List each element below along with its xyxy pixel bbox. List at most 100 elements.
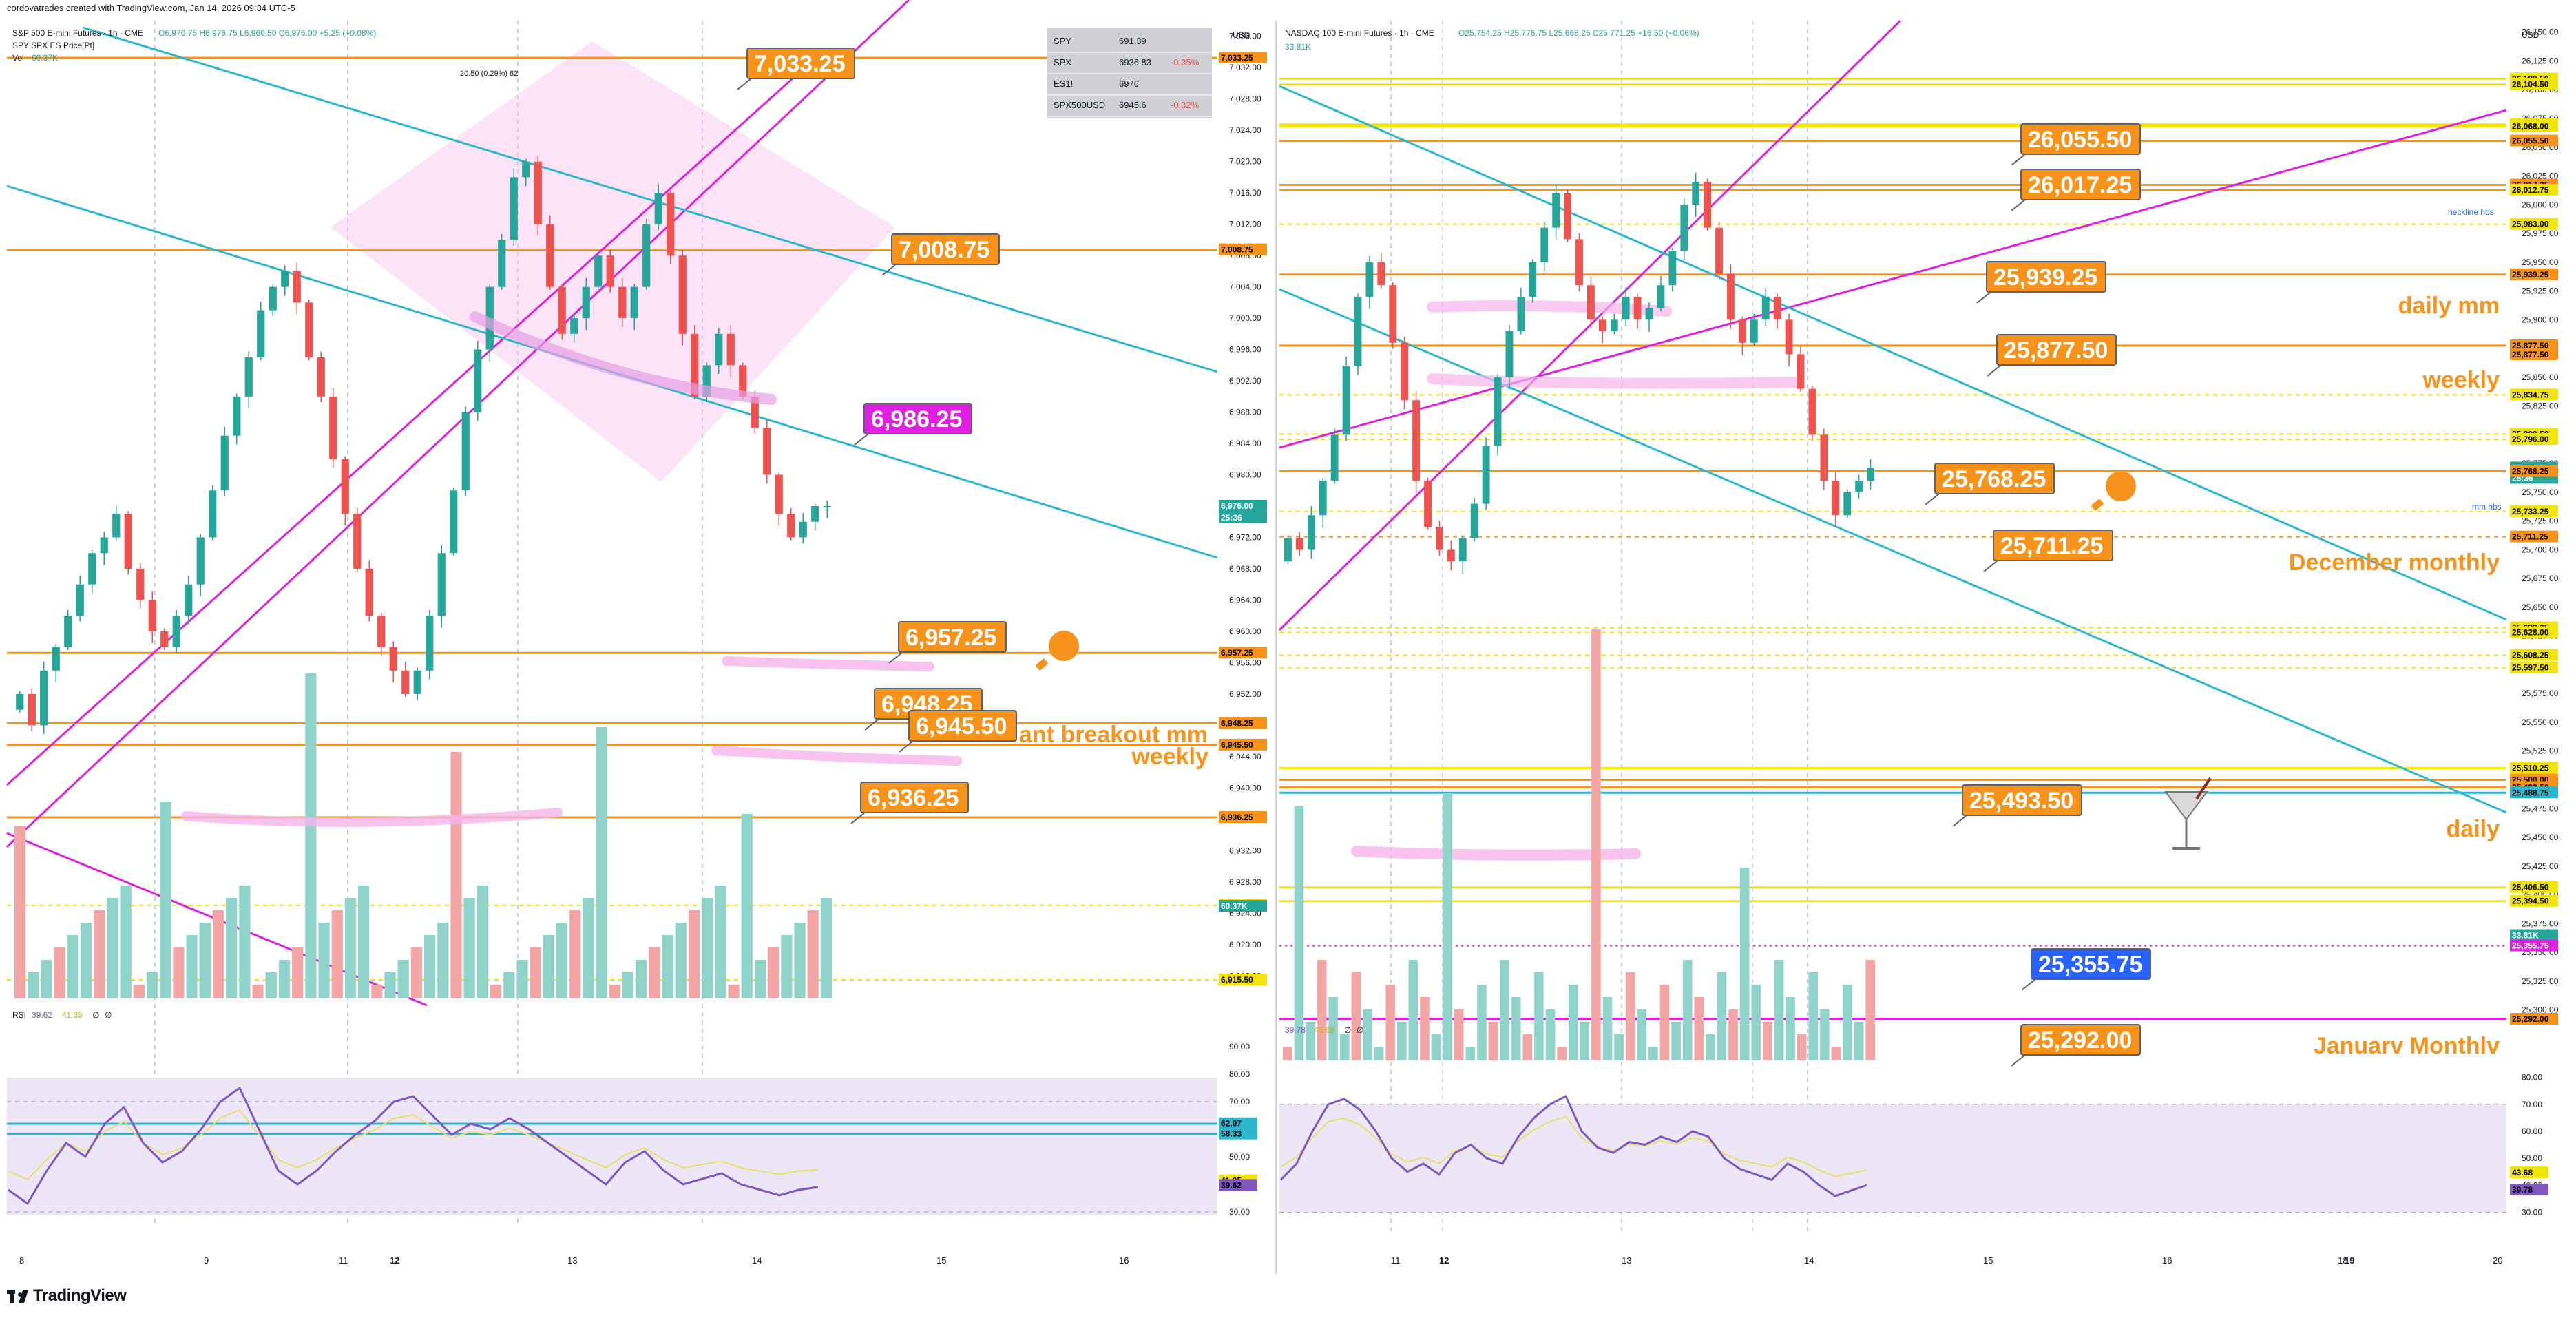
axis-badge-right-bg bbox=[2510, 348, 2558, 360]
level-label-right: 25,493.50 bbox=[1969, 788, 2073, 814]
axis-badge-right-bg bbox=[2510, 134, 2558, 147]
volume-bar-left bbox=[569, 910, 581, 998]
candle-left-body bbox=[317, 357, 325, 397]
credit-line: cordovatrades created with TradingView.c… bbox=[7, 3, 295, 13]
axis-badge-right: 25,877.50 bbox=[2512, 350, 2549, 359]
candle-left-body bbox=[353, 514, 362, 569]
candle-left-body bbox=[365, 568, 373, 616]
rsi-badge-right: 43.68 bbox=[2512, 1168, 2533, 1177]
rsi-tick-left: 50.00 bbox=[1229, 1152, 1250, 1162]
martini-pick bbox=[2195, 777, 2212, 800]
price-tick-left: 7,024.00 bbox=[1229, 125, 1261, 135]
candle-left-body bbox=[775, 474, 783, 514]
rsi-v3-right: ∅ bbox=[1344, 1025, 1351, 1035]
volume-bar-right bbox=[1522, 1034, 1533, 1060]
volume-bar-left bbox=[503, 972, 515, 998]
axis-badge-left: 60.37K bbox=[1221, 901, 1248, 911]
price-tick-right: 25,550.00 bbox=[2522, 717, 2559, 727]
candle-left-body bbox=[341, 459, 349, 514]
volume-bar-left bbox=[649, 947, 660, 998]
candle-right-body bbox=[1843, 492, 1852, 516]
axis-badge-right-bg bbox=[2510, 268, 2558, 280]
date-tick-left: 13 bbox=[567, 1255, 577, 1266]
rsi-band-left bbox=[7, 1078, 1217, 1215]
volume-bar-right bbox=[1763, 1022, 1772, 1060]
candle-left-body bbox=[667, 193, 675, 256]
date-tick-right: 14 bbox=[1804, 1255, 1814, 1266]
volume-bar-right bbox=[1682, 960, 1693, 1060]
marker-stroke-left-1 bbox=[181, 808, 563, 827]
candle-right-body bbox=[1505, 331, 1514, 377]
volume-bar-right bbox=[1648, 1047, 1658, 1060]
volume-bar-left bbox=[54, 947, 65, 998]
key-icon-teeth bbox=[1035, 658, 1049, 671]
price-tick-right: 25,950.00 bbox=[2522, 258, 2559, 267]
rsi-badge-right: 39.78 bbox=[2512, 1185, 2533, 1195]
rsi-badge-right-bg bbox=[2510, 1166, 2548, 1178]
candle-right-body bbox=[1529, 262, 1537, 297]
axis-badge-right-bg bbox=[2510, 881, 2558, 893]
axis-badge-right: 25,628.00 bbox=[2512, 628, 2549, 638]
volume-bar-right bbox=[1420, 997, 1430, 1060]
volume-bar-right bbox=[1385, 985, 1395, 1060]
volume-bar-left bbox=[186, 935, 198, 998]
candle-right-body bbox=[1354, 296, 1362, 366]
price-tick-left: 6,920.00 bbox=[1229, 940, 1261, 950]
candle-left-body bbox=[112, 514, 121, 538]
rsi-v4-left: ∅ bbox=[105, 1010, 112, 1020]
candle-left-body bbox=[124, 514, 132, 569]
axis-badge-right: 25,796.00 bbox=[2512, 434, 2549, 444]
candle-left-body bbox=[136, 568, 145, 600]
watchlist-value: 6936.83 bbox=[1119, 57, 1151, 67]
level-label-left-box bbox=[898, 621, 1007, 653]
volume-bar-left bbox=[450, 752, 462, 998]
candle-right-body bbox=[1482, 446, 1490, 504]
candle-right-body bbox=[1564, 193, 1571, 240]
price-tick-left: 7,036.00 bbox=[1229, 32, 1261, 41]
candle-right-body bbox=[1319, 481, 1327, 516]
header-ohlc-right: O25,754.25 H25,776.75 L25,668.25 C25,771… bbox=[1458, 28, 1699, 38]
volume-bar-left bbox=[543, 935, 554, 998]
key-icon-right bbox=[2106, 471, 2136, 501]
volume-bar-right bbox=[1500, 960, 1509, 1060]
axis-badge-right-bg bbox=[2510, 626, 2558, 638]
volume-bar-right bbox=[1317, 960, 1327, 1060]
candle-right-body bbox=[1727, 273, 1735, 320]
candle-left-body bbox=[558, 286, 566, 334]
axis-badge-right-bg bbox=[2510, 120, 2558, 132]
price-tick-left: 6,968.00 bbox=[1229, 564, 1261, 574]
annotation-weekly-left: weekly bbox=[1131, 744, 1208, 770]
candle-left-body bbox=[281, 271, 289, 287]
rsi-ma-value-right: 43.68 bbox=[1314, 1025, 1334, 1035]
volume-bar-left bbox=[781, 935, 793, 998]
volume-bar-right bbox=[1591, 629, 1601, 1060]
volume-bar-left bbox=[160, 802, 171, 998]
axis-badge-right-bg bbox=[2510, 218, 2558, 230]
volume-bar-left bbox=[636, 960, 647, 998]
pane-divider[interactable] bbox=[1275, 21, 1277, 1274]
candle-right-body bbox=[1704, 181, 1712, 228]
date-tick-left: 15 bbox=[936, 1255, 946, 1266]
volume-bar-left bbox=[596, 727, 607, 998]
candle-left-body bbox=[28, 693, 36, 726]
volume-bar-right bbox=[1396, 1022, 1407, 1060]
candle-right-body bbox=[1365, 262, 1374, 297]
date-tick-right: 19 bbox=[2345, 1255, 2354, 1266]
watchlist-panel bbox=[1047, 28, 1212, 118]
price-tick-left: 7,020.00 bbox=[1229, 157, 1261, 167]
volume-bar-right bbox=[1706, 1034, 1715, 1060]
watchlist-symbol: SPX bbox=[1054, 57, 1071, 67]
rsi-tick-left: 70.00 bbox=[1229, 1097, 1250, 1107]
candle-left-body bbox=[40, 670, 48, 726]
candle-left-body bbox=[522, 161, 530, 178]
price-tick-right: 25,450.00 bbox=[2522, 832, 2559, 842]
volume-bar-left bbox=[583, 898, 594, 998]
rsi-line-left bbox=[8, 1086, 819, 1206]
volume-bar-right bbox=[1797, 1034, 1807, 1060]
candle-left-body bbox=[787, 514, 795, 538]
volume-bar-right bbox=[1614, 1034, 1624, 1060]
level-label-right: 25,711.25 bbox=[2000, 533, 2103, 559]
volume-bar-left bbox=[702, 898, 713, 998]
